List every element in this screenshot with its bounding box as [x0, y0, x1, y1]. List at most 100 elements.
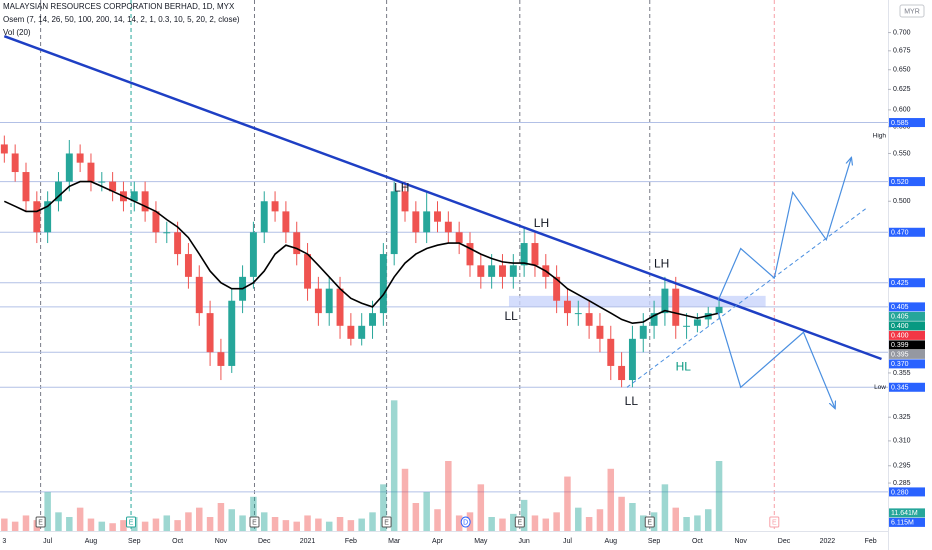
candle-body — [390, 191, 398, 255]
volume-bar — [455, 515, 463, 531]
volume-bar — [87, 518, 95, 531]
annotation: LH — [394, 181, 409, 195]
candle-body — [152, 211, 160, 233]
volume-bar — [477, 484, 485, 531]
x-tick-label: Jun — [518, 538, 529, 545]
volume-bar — [66, 517, 73, 531]
price-tag-label: 0.400 — [891, 333, 909, 340]
candle-body — [260, 201, 268, 233]
annotation: HL — [676, 359, 692, 373]
candle-body — [661, 288, 669, 314]
volume-bar — [499, 518, 506, 531]
y-tick-label: 0.625 — [893, 86, 911, 93]
volume-bar — [390, 400, 398, 531]
candle-body — [683, 325, 691, 327]
price-tag-label: 11.641M — [891, 510, 918, 517]
event-label: E — [252, 519, 257, 526]
currency-box[interactable] — [899, 4, 925, 18]
volume-bar — [98, 521, 106, 531]
currency[interactable]: MYR — [904, 8, 920, 15]
price-tag — [889, 340, 925, 350]
volume-bar — [488, 517, 495, 531]
candle-body — [596, 325, 604, 339]
candle-body — [174, 232, 182, 255]
candle-body — [249, 232, 257, 277]
candle-body — [304, 254, 312, 289]
volume-bar — [704, 509, 712, 531]
candle-body — [607, 338, 615, 366]
event-label: E — [384, 519, 389, 526]
x-tick-label: Nov — [734, 538, 747, 545]
price-tag-label: 0.470 — [891, 230, 909, 237]
volume-bar — [22, 515, 30, 531]
trendline — [626, 207, 867, 388]
event-marker — [644, 516, 655, 528]
price-tag — [889, 302, 925, 312]
volume-bar — [423, 492, 430, 531]
event-label: E — [772, 519, 777, 526]
trendline — [3, 35, 882, 361]
candle-body — [423, 211, 431, 233]
plot — [0, 0, 888, 531]
y-tick-label: 0.310 — [893, 438, 911, 445]
volume-bar — [640, 515, 647, 531]
candle-body — [574, 313, 582, 315]
candle-body — [466, 243, 474, 266]
volume-bar — [325, 521, 333, 531]
candle-body — [293, 232, 301, 255]
candle-body — [477, 265, 485, 277]
candle-body — [314, 288, 322, 314]
volume-bar — [217, 503, 225, 531]
moving-average — [3, 180, 720, 325]
candle-body — [434, 211, 441, 222]
candle-body — [217, 352, 225, 366]
volume-bar — [553, 512, 560, 531]
candle-body — [531, 243, 539, 266]
volume-bar — [55, 512, 62, 531]
price-tag — [889, 359, 925, 369]
volume-bar — [596, 509, 604, 531]
price-tag — [889, 311, 925, 321]
x-tick-label: Dec — [258, 538, 271, 545]
candle-body — [163, 232, 171, 234]
candle-body — [628, 338, 636, 381]
candle-body — [379, 254, 387, 314]
y-tick-label: 0.675 — [893, 48, 911, 55]
volume-bar — [271, 517, 279, 531]
y-tick-label: 0.650 — [893, 67, 911, 74]
price-tag — [889, 177, 925, 187]
price-tag-label: 0.405 — [891, 314, 909, 321]
event-label: E — [38, 519, 43, 526]
y-tick-label: 0.295 — [893, 463, 911, 470]
event-marker — [514, 516, 525, 528]
x-tick-label: Sep — [128, 538, 141, 545]
candle-body — [715, 306, 723, 314]
volume-bar — [542, 518, 550, 531]
price-tag-label: 0.520 — [891, 179, 909, 186]
event-label: D — [463, 519, 468, 526]
candle-body — [228, 300, 236, 366]
volume-bar — [109, 523, 116, 531]
candle-body — [618, 365, 626, 381]
chart-title: MALAYSIAN RESOURCES CORPORATION BERHAD, … — [3, 2, 235, 11]
candle-body — [488, 265, 496, 277]
x-tick-label: Jul — [563, 538, 572, 545]
candle-body — [271, 201, 279, 212]
volume-bar — [380, 484, 387, 531]
candle-body — [520, 243, 528, 266]
candle-body — [206, 313, 214, 353]
candle-body — [585, 313, 593, 326]
event-marker — [769, 516, 780, 528]
annotation: LH — [534, 216, 549, 230]
candle-body — [33, 201, 41, 233]
candle-body — [369, 313, 376, 326]
volume-bar — [661, 484, 669, 531]
volume-bar — [672, 507, 679, 531]
event-label: E — [517, 519, 522, 526]
candle-body — [325, 288, 333, 314]
candle-body — [98, 181, 106, 183]
volume-bar — [401, 468, 409, 531]
candle-body — [76, 153, 84, 163]
x-tick-label: Dec — [778, 538, 791, 545]
price-tag — [889, 330, 925, 340]
